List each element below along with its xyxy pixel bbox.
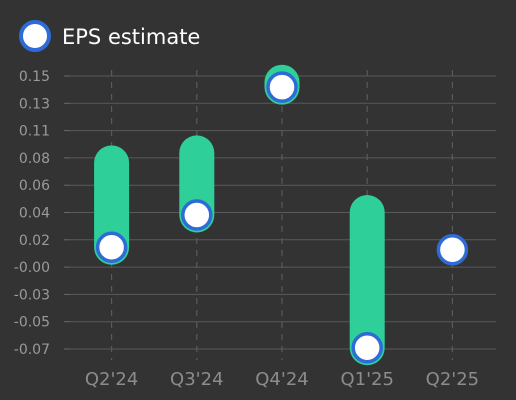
y-tick-label: 0.02: [19, 233, 50, 249]
x-axis: Q2'24 Q3'24 Q4'24 Q1'25 Q2'25: [85, 369, 479, 390]
y-tick-label: -0.00: [14, 260, 50, 276]
x-tick-label: Q3'24: [170, 369, 223, 390]
y-tick-label: 0.13: [19, 96, 50, 112]
y-tick-label: 0.15: [19, 69, 50, 85]
y-tick-label: 0.04: [19, 206, 50, 222]
x-tick-label: Q2'25: [426, 369, 479, 390]
legend-label: EPS estimate: [62, 25, 200, 49]
legend-marker-icon: [21, 22, 49, 50]
y-tick-label: -0.05: [14, 315, 50, 331]
y-axis: 0.15 0.13 0.11 0.08 0.06 0.04 0.02 -0.00 -0.03 -0…: [14, 69, 70, 358]
eps-estimate-point: [183, 201, 211, 229]
y-tick-label: 0.06: [19, 178, 50, 194]
x-gridlines: [112, 70, 453, 360]
y-tick-label: -0.07: [14, 342, 50, 358]
eps-estimate-point: [353, 334, 381, 362]
y-tick-label: -0.03: [14, 287, 50, 303]
range-bars: [94, 65, 385, 366]
x-tick-label: Q4'24: [255, 369, 308, 390]
grid: [70, 76, 496, 349]
eps-estimate-point: [98, 233, 126, 261]
eps-estimate-point: [268, 73, 296, 101]
y-tick-label: 0.08: [19, 151, 50, 167]
legend: EPS estimate: [21, 22, 200, 50]
x-tick-label: Q1'25: [340, 369, 393, 390]
x-tick-label: Q2'24: [85, 369, 138, 390]
eps-estimate-point: [438, 236, 466, 264]
y-tick-label: 0.11: [19, 124, 50, 140]
